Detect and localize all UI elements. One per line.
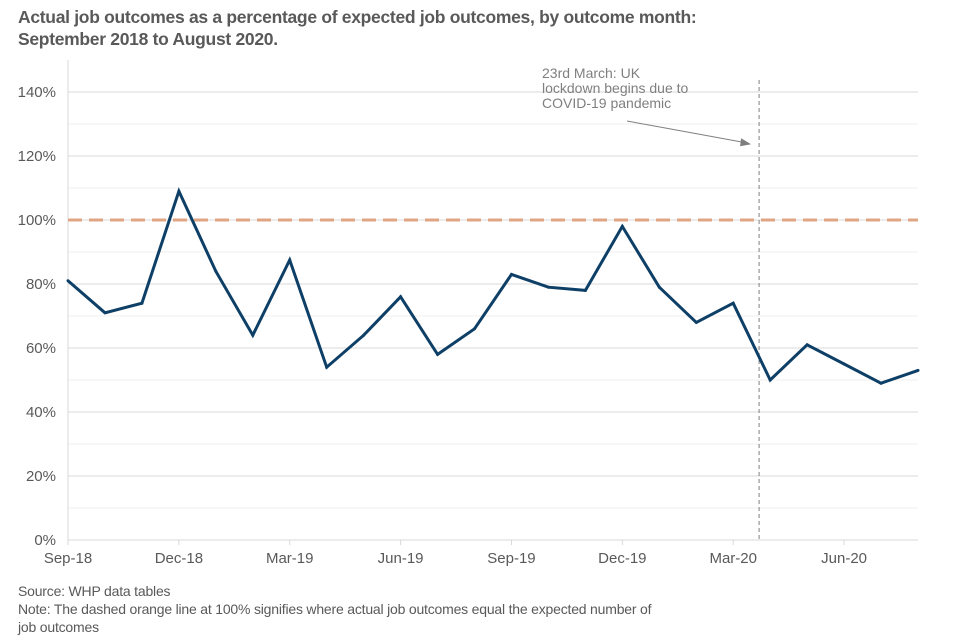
- data-point: [509, 272, 513, 276]
- data-point: [657, 285, 661, 289]
- data-point: [399, 295, 403, 299]
- series-line: [67, 187, 919, 385]
- data-point: [694, 320, 698, 324]
- y-tick-label: 120%: [18, 148, 56, 165]
- data-point: [620, 224, 624, 228]
- data-point: [731, 301, 735, 305]
- data-point: [140, 301, 144, 305]
- series-group: [66, 187, 920, 385]
- y-tick-label: 60%: [26, 340, 56, 357]
- data-point: [362, 333, 366, 337]
- y-axis-ticks: 0% 20% 40% 60% 80% 100% 120% 140%: [18, 84, 56, 549]
- x-axis-ticks: Sep-18 Dec-18 Mar-19 Jun-19 Sep-19 Dec-19 Mar-…: [44, 540, 867, 567]
- data-point: [546, 285, 550, 289]
- data-point: [805, 343, 809, 347]
- note-line-2: job outcomes: [18, 619, 99, 635]
- x-tick-label: Dec-19: [598, 550, 646, 567]
- y-tick-label: 20%: [26, 468, 56, 485]
- chart-title-line-1: Actual job outcomes as a percentage of e…: [18, 7, 697, 27]
- data-point: [879, 381, 883, 385]
- y-tick-label: 40%: [26, 404, 56, 421]
- data-point: [325, 365, 329, 369]
- annotation-text-line: 23rd March: UK: [542, 65, 641, 81]
- data-point: [473, 327, 477, 331]
- note-line-1: Note: The dashed orange line at 100% sig…: [18, 601, 652, 617]
- x-tick-label: Sep-19: [487, 550, 535, 567]
- data-point: [916, 368, 920, 372]
- annotation-arrow-shaft: [626, 120, 744, 143]
- axes: [67, 60, 918, 541]
- data-point: [251, 333, 255, 337]
- annotation-text-line: lockdown begins due to: [542, 80, 689, 96]
- data-point: [214, 269, 218, 273]
- x-tick-label: Mar-20: [709, 550, 757, 567]
- x-tick-label: Jun-19: [378, 550, 424, 567]
- chart-footer: Source: WHP data tables Note: The dashed…: [18, 582, 651, 636]
- annotation-text-line: COVID-19 pandemic: [542, 95, 671, 111]
- data-point: [583, 288, 587, 292]
- y-tick-label: 80%: [26, 276, 56, 293]
- x-tick-label: Mar-19: [266, 550, 314, 567]
- y-tick-label: 0%: [34, 532, 56, 549]
- x-tick-label: Sep-18: [44, 550, 92, 567]
- data-point: [288, 258, 292, 262]
- data-point: [768, 378, 772, 382]
- chart-title-line-2: September 2018 to August 2020.: [18, 29, 278, 49]
- data-point: [436, 352, 440, 356]
- x-tick-label: Jun-20: [821, 550, 867, 567]
- chart-title: Actual job outcomes as a percentage of e…: [18, 6, 697, 50]
- data-point: [842, 362, 846, 366]
- y-tick-label: 140%: [18, 84, 56, 101]
- data-point: [66, 279, 70, 283]
- annotation-arrow-head: [740, 138, 752, 147]
- y-tick-label: 100%: [18, 212, 56, 229]
- x-tick-label: Dec-18: [155, 550, 203, 567]
- data-point: [177, 189, 181, 193]
- data-point: [103, 311, 107, 315]
- source-text: Source: WHP data tables: [18, 583, 171, 599]
